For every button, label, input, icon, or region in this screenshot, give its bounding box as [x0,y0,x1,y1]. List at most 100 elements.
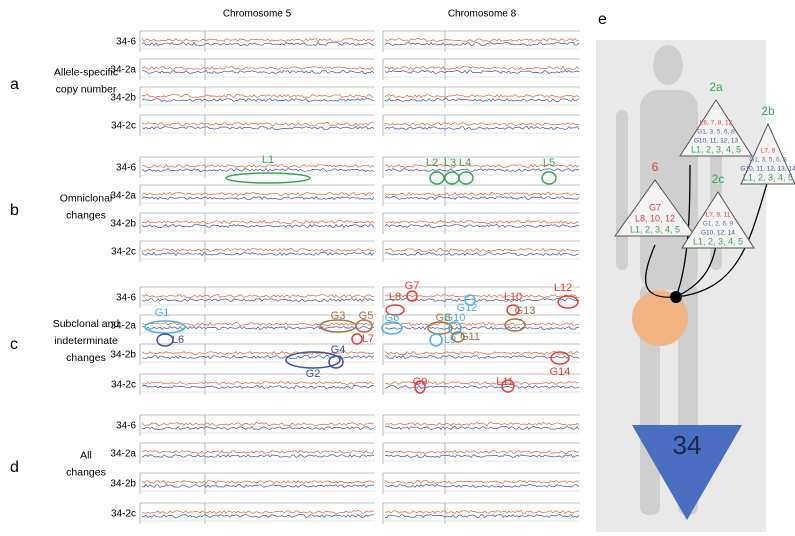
copy-number-trace [141,325,375,331]
annotation-label: L2 [426,157,438,169]
panel-label: changes [66,466,106,478]
origin-dot [670,291,682,303]
copy-number-trace [385,426,580,430]
annotation-ellipse [458,171,474,185]
annotation-label: L3 [444,157,456,169]
annotation-ellipse [550,351,570,365]
annotation-label: L8 [389,291,401,303]
tree-line: G1, 3, 5, 6, 8 [697,129,735,136]
annotation-label: G9 [413,376,428,388]
panel-label: Subclonal and [53,318,120,330]
copy-number-trace [141,97,375,102]
copy-number-trace [141,251,375,257]
panel-letter: b [10,202,19,219]
annotation-label: L4 [459,157,471,169]
copy-number-trace [141,380,375,385]
annotation-ellipse [285,351,341,369]
tree-name: 2a [709,80,723,94]
copy-number-trace [141,192,375,197]
copy-number-trace [384,422,580,427]
annotation-ellipse [557,295,579,309]
tree-line: L1, 2, 3, 4, 5 [691,144,741,154]
sample-label: 34-2b [110,350,136,361]
annotation-ellipse [225,172,311,184]
tree-triangle [740,122,795,185]
copy-number-trace [141,422,375,426]
tree-line: G1, 2, 6, 9 [703,221,734,228]
annotation-label: L5 [543,157,555,169]
copy-number-trace [141,514,375,519]
annotation-label: L12 [554,282,572,294]
copy-number-trace [141,69,375,74]
patient-id: 34 [673,430,702,460]
annotation-ellipse [156,333,174,347]
tree-line: L6, 7, 8, 12 [700,120,733,127]
annotation-label: G8 [436,312,451,324]
copy-number-trace [384,70,580,74]
sample-label: 34-2b [110,219,136,230]
copy-number-trace [141,449,375,454]
copy-number-trace [384,450,580,454]
tree-line: G1, 3, 5, 6, 8 [749,157,787,164]
panel-letter: a [10,76,19,93]
copy-number-trace [384,321,580,326]
panel-label: copy number [56,83,117,95]
sample-label: 34-6 [116,293,136,304]
copy-number-trace [384,122,580,126]
panel-label: Allele-specific [54,66,118,78]
sample-label: 34-6 [116,163,136,174]
sample-label: 34-2a [110,191,136,202]
tree-line: G10, 11, 12, 13 [694,138,739,145]
copy-number-trace [141,122,375,126]
copy-number-trace [384,196,580,200]
panel-label: indeterminate [54,335,118,347]
copy-number-trace [141,94,375,98]
tree-line: G10, 11, 12, 13, 14 [740,166,795,173]
copy-number-trace [141,42,375,46]
copy-number-trace [385,513,580,519]
copy-number-trace [384,98,580,102]
panel-letter: c [10,336,18,353]
panel-label: All [80,449,92,461]
tree-line: L7, 9, 11 [706,212,731,219]
arrows [644,164,769,298]
sample-label: 34-2b [110,93,136,104]
copy-number-trace [141,219,375,224]
copy-number-trace [384,325,580,330]
annotation-ellipse [355,319,373,333]
annotation-label: L7 [362,333,374,345]
annotation-label: L9 [444,334,456,346]
copy-number-trace [384,480,580,484]
annotation-ellipse [414,380,426,394]
copy-number-trace [141,480,374,485]
copy-number-trace [141,196,375,201]
copy-number-trace [384,164,580,168]
annotation-label: G11 [460,331,480,343]
copy-number-trace [141,38,375,43]
copy-number-trace [384,37,580,43]
sample-label: 34-2b [110,479,136,490]
annotation-ellipse [429,333,443,347]
annotation-label: G5 [359,310,374,322]
copy-number-trace [141,351,375,356]
annotation-label: L6 [172,334,184,346]
copy-number-trace [141,164,375,168]
panel-label: changes [66,352,106,364]
annotation-ellipse [328,355,344,369]
annotation-label: L1 [262,154,274,166]
tumor-site [632,290,688,346]
copy-number-trace [141,298,375,302]
tree-name: 6 [652,160,659,174]
copy-number-trace [142,426,375,430]
tree-line: L7, 9 [761,148,776,155]
annotation-label: L10 [504,291,522,303]
tree-line: L1, 2, 3, 4, 5 [693,236,743,246]
sample-label: 34-2a [110,321,136,332]
panel-label: changes [66,209,106,221]
annotation-ellipse [501,379,515,393]
copy-number-trace [384,220,580,224]
copy-number-trace [384,351,580,356]
annotation-ellipse [385,304,405,316]
sample-label: 34-2a [110,449,136,460]
